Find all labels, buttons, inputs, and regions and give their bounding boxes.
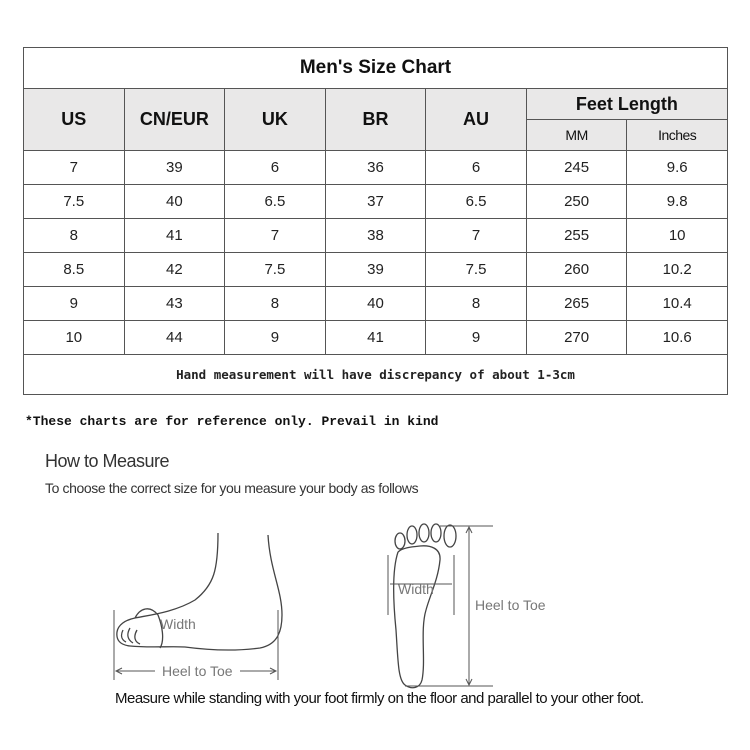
table-cell: 38	[324, 218, 427, 253]
table-cell: 7.5	[23, 184, 125, 219]
header-br: BR	[324, 88, 427, 151]
table-cell: 40	[123, 184, 226, 219]
table-cell: 245	[525, 150, 628, 185]
table-row: 8 41 7 38 7 255 10	[23, 218, 728, 253]
table-row: 9 43 8 40 8 265 10.4	[23, 286, 728, 321]
table-cell: 10.4	[626, 286, 728, 321]
table-cell: 9.8	[626, 184, 728, 219]
header-cn-eur: CN/EUR	[123, 88, 226, 151]
table-cell: 7.5	[425, 252, 527, 287]
table-cell: 9.6	[626, 150, 728, 185]
table-cell: 265	[525, 286, 628, 321]
table-cell: 6.5	[425, 184, 527, 219]
table-cell: 37	[324, 184, 427, 219]
side-length-label: Heel to Toe	[162, 663, 233, 679]
header-feet-length: Feet Length	[525, 88, 729, 120]
table-cell: 7.5	[224, 252, 326, 287]
table-cell: 255	[525, 218, 628, 253]
sole-width-label: Width	[398, 581, 434, 597]
table-row: 8.5 42 7.5 39 7.5 260 10.2	[23, 252, 728, 287]
table-cell: 8.5	[23, 252, 125, 287]
measure-caption: Measure while standing with your foot fi…	[115, 690, 644, 707]
table-cell: 39	[123, 150, 226, 185]
table-cell: 10.6	[626, 320, 728, 355]
foot-measure-illustration: Width Heel to Toe Width Heel to Toe	[113, 523, 546, 689]
table-row: 7 39 6 36 6 245 9.6	[23, 150, 728, 185]
table-cell: 270	[525, 320, 628, 355]
size-chart-table: Men's Size Chart US CN/EUR UK BR AU Feet…	[23, 47, 729, 395]
table-cell: 7	[425, 218, 527, 253]
header-uk: UK	[224, 88, 326, 151]
header-us: US	[23, 88, 125, 151]
table-cell: 9	[224, 320, 326, 355]
table-cell: 41	[123, 218, 226, 253]
table-cell: 40	[324, 286, 427, 321]
sole-foot-icon	[392, 523, 457, 689]
table-cell: 42	[123, 252, 226, 287]
table-cell: 9	[23, 286, 125, 321]
table-cell: 9	[425, 320, 527, 355]
table-row: 7.5 40 6.5 37 6.5 250 9.8	[23, 184, 728, 219]
table-cell: 8	[23, 218, 125, 253]
side-width-label: Width	[160, 616, 196, 632]
table-cell: 36	[324, 150, 427, 185]
side-foot-icon	[116, 532, 283, 651]
chart-footer-note: Hand measurement will have discrepancy o…	[23, 354, 728, 395]
table-cell: 39	[324, 252, 427, 287]
table-cell: 43	[123, 286, 226, 321]
table-cell: 8	[425, 286, 527, 321]
table-cell: 10	[23, 320, 125, 355]
table-row: 10 44 9 41 9 270 10.6	[23, 320, 728, 355]
table-cell: 6	[425, 150, 527, 185]
table-cell: 8	[224, 286, 326, 321]
table-cell: 6.5	[224, 184, 326, 219]
table-cell: 6	[224, 150, 326, 185]
table-cell: 7	[23, 150, 125, 185]
table-cell: 250	[525, 184, 628, 219]
reference-note: *These charts are for reference only. Pr…	[25, 414, 439, 429]
table-cell: 44	[123, 320, 226, 355]
how-to-measure-title: How to Measure	[45, 451, 170, 471]
chart-title: Men's Size Chart	[23, 47, 728, 89]
table-cell: 10.2	[626, 252, 728, 287]
sole-length-label: Heel to Toe	[475, 597, 546, 613]
how-to-measure-subtitle: To choose the correct size for you measu…	[45, 480, 419, 496]
table-cell: 260	[525, 252, 628, 287]
table-cell: 7	[224, 218, 326, 253]
header-au: AU	[425, 88, 527, 151]
header-inches: Inches	[626, 119, 728, 151]
table-cell: 10	[626, 218, 728, 253]
table-cell: 41	[324, 320, 427, 355]
header-mm: MM	[525, 119, 628, 151]
